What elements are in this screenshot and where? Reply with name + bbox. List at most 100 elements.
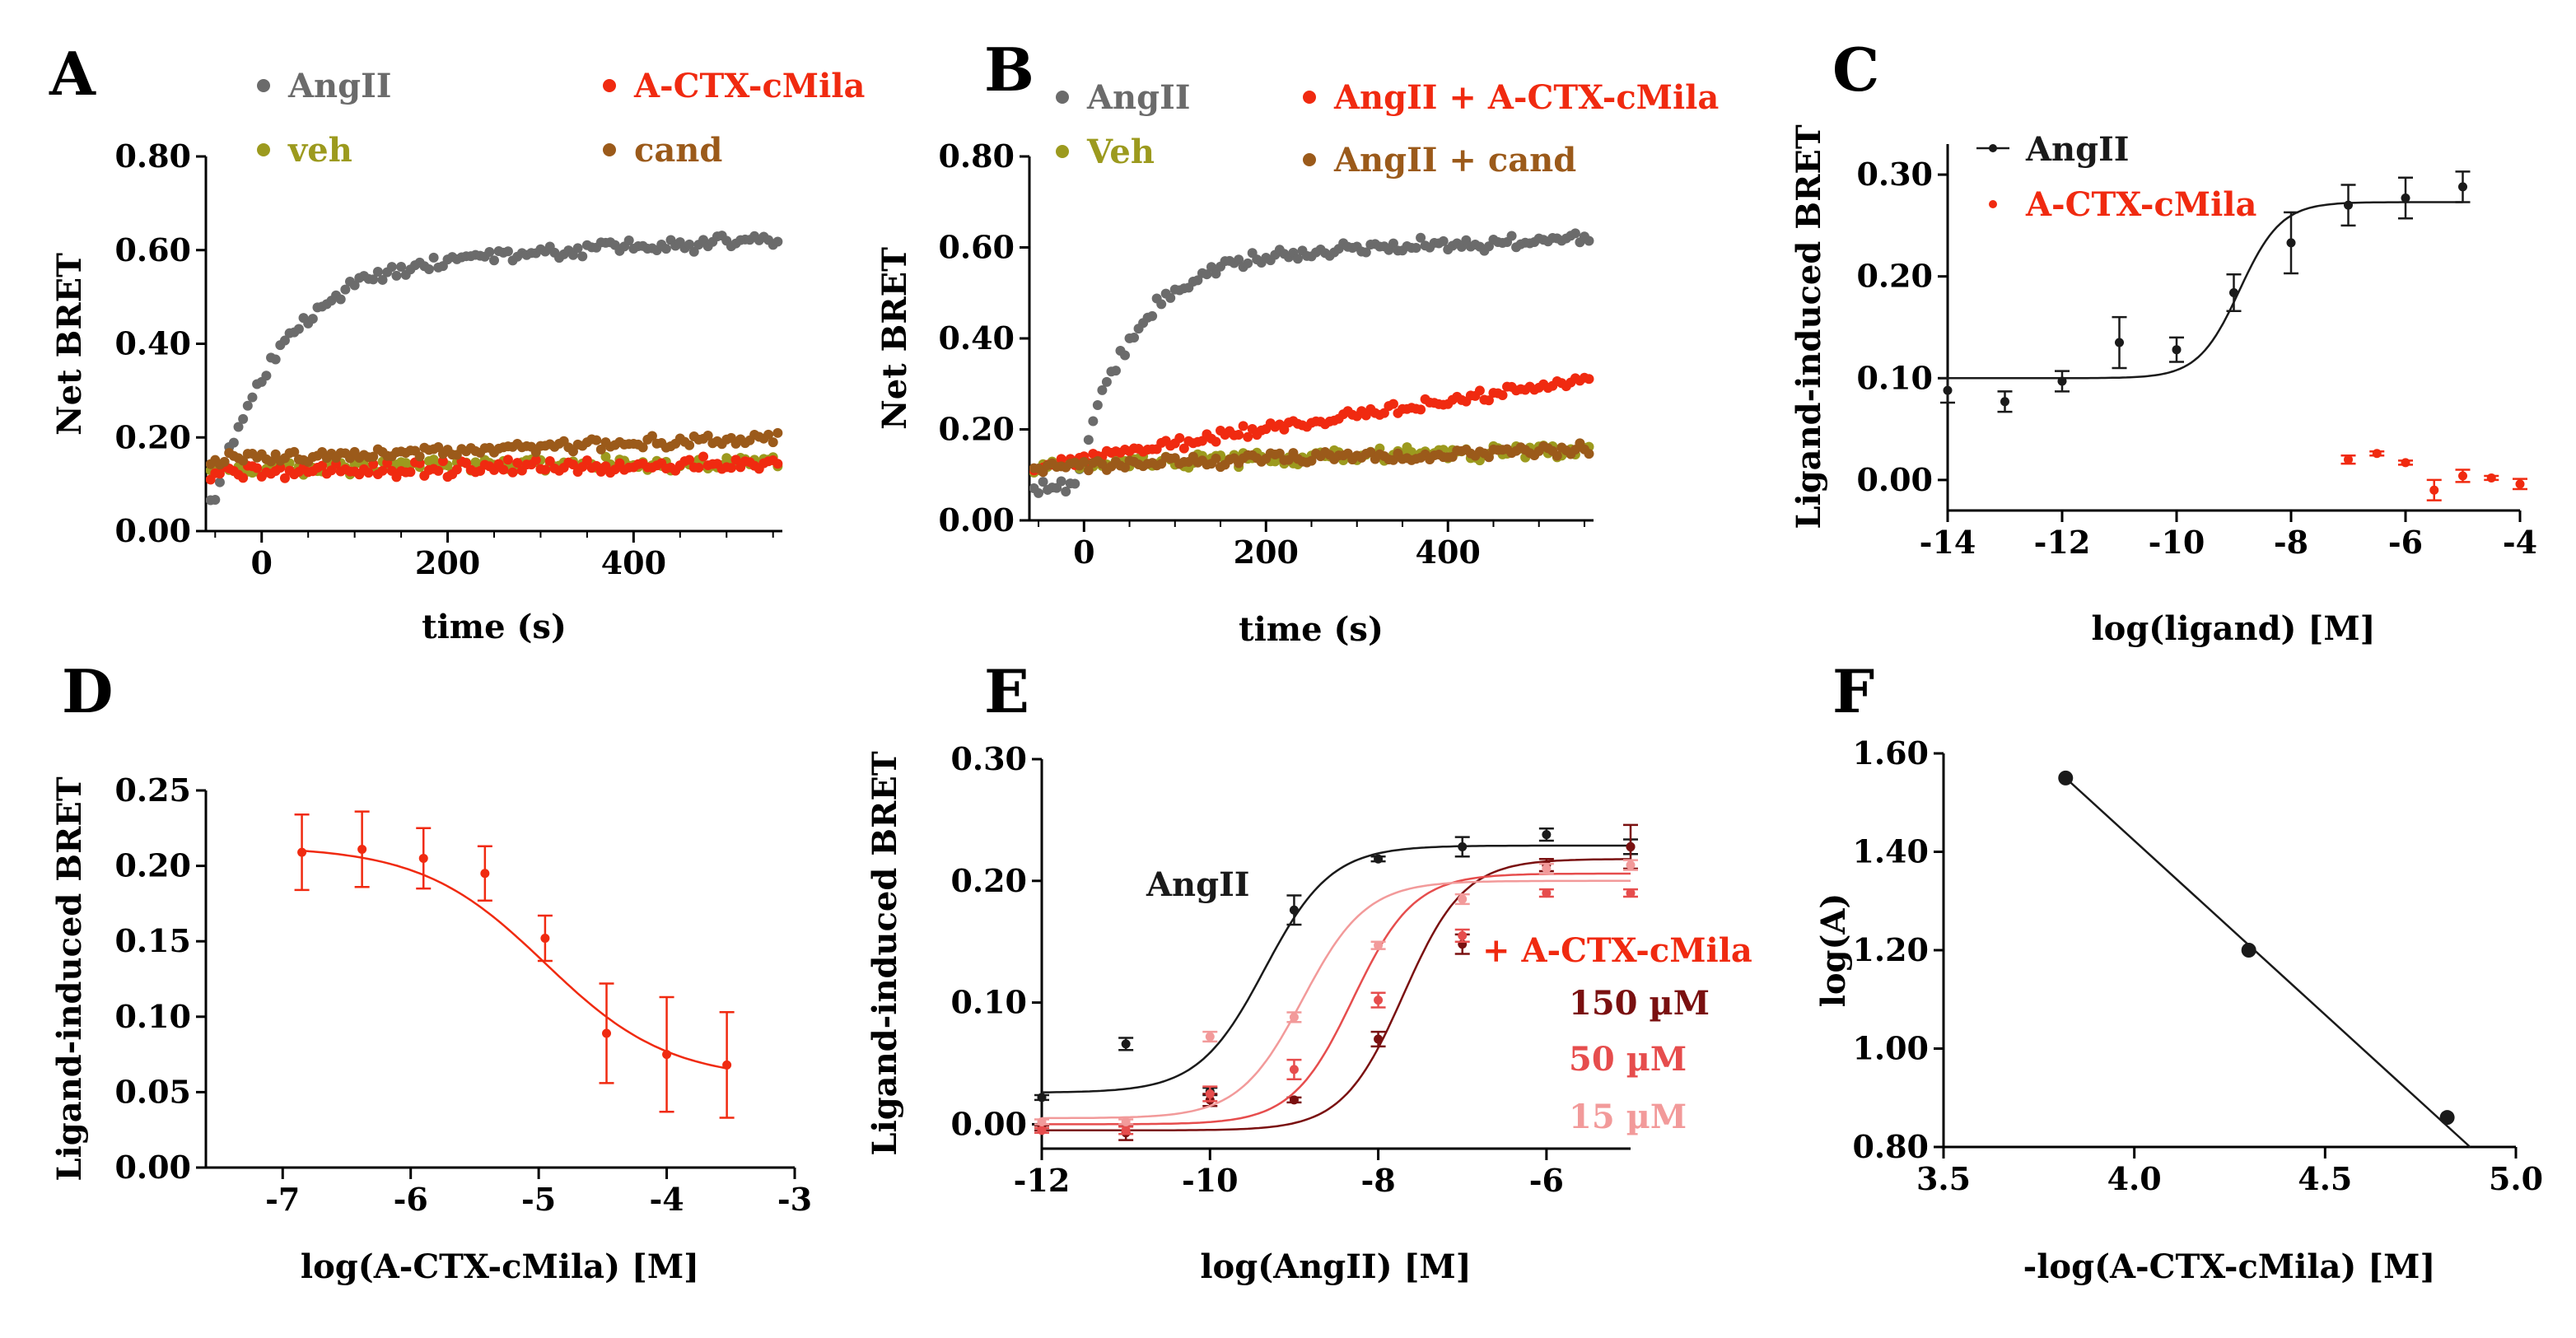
data-point: [2515, 479, 2525, 489]
regression-line: [2065, 776, 2471, 1148]
data-point: [1542, 830, 1552, 840]
data-point: [1121, 1126, 1131, 1135]
legend-entry: AngII: [287, 67, 392, 105]
fit-curve: [1042, 858, 1631, 1132]
data-point: [730, 455, 741, 465]
x-tick-label: 0: [1073, 534, 1094, 571]
y-tick-label: 0.60: [114, 231, 191, 268]
y-tick-label: 0.10: [950, 984, 1027, 1021]
data-point: [1506, 231, 1517, 241]
data-point: [1626, 841, 1636, 851]
y-tick-label: 0.00: [114, 512, 191, 549]
data-point: [684, 455, 695, 465]
series-50-m: [1034, 872, 1638, 1135]
x-tick-label: -5: [521, 1181, 556, 1218]
data-point: [418, 853, 428, 863]
x-tick-label: -12: [1014, 1162, 1071, 1199]
data-point: [238, 413, 249, 424]
data-point: [289, 446, 300, 457]
data-point: [1120, 350, 1131, 361]
data-point: [693, 463, 704, 473]
x-tick-label: -7: [265, 1181, 300, 1218]
data-point: [480, 869, 490, 879]
x-tick-label: 200: [1234, 534, 1299, 571]
x-axis-label: -log(A-CTX-cMila) [M]: [2023, 1247, 2436, 1286]
data-point: [1626, 888, 1636, 898]
data-point: [2286, 238, 2296, 248]
data-point: [2058, 770, 2074, 786]
y-axis-label: Ligand-induced BRET: [50, 776, 89, 1181]
x-tick-label: 5.0: [2489, 1160, 2543, 1197]
x-tick-label: -4: [2503, 524, 2537, 561]
data-point: [540, 934, 550, 944]
data-point: [1292, 254, 1303, 264]
x-tick-label: -10: [2149, 524, 2205, 561]
y-axis-label: Net BRET: [50, 253, 89, 436]
legend-marker: [257, 79, 270, 92]
data-point: [437, 456, 448, 467]
data-point: [572, 243, 583, 254]
panel-B: 0.00 0.20 0.40 0.60 0.80 0 200 400 time (s) Net B…: [875, 35, 1719, 649]
data-point: [391, 270, 402, 281]
data-point: [581, 455, 592, 466]
data-point: [2458, 182, 2467, 192]
data-point: [1037, 1093, 1047, 1103]
data-point: [1056, 454, 1066, 464]
data-point: [1121, 1039, 1131, 1049]
data-point: [423, 263, 434, 274]
data-point: [577, 251, 588, 262]
data-point: [772, 459, 783, 469]
data-point: [405, 467, 416, 478]
data-point: [1037, 1117, 1047, 1126]
data-point: [233, 422, 244, 432]
data-point: [2372, 449, 2382, 459]
data-point: [1458, 841, 1468, 851]
data-point: [602, 1028, 612, 1038]
data-point: [540, 464, 551, 475]
data-point: [372, 266, 383, 277]
data-point: [1211, 268, 1221, 279]
data-point: [1458, 930, 1468, 940]
data-point: [1497, 389, 1508, 400]
data-point: [1070, 478, 1080, 489]
data-point: [567, 459, 578, 470]
y-tick-label: 1.40: [1852, 833, 1929, 870]
data-point: [637, 442, 648, 453]
x-axis-label: time (s): [1239, 610, 1384, 649]
y-axis-label: Ligand-induced BRET: [1790, 124, 1828, 529]
legend-entry: AngII: [2025, 130, 2130, 169]
data-point: [317, 460, 328, 471]
y-tick-label: 0.40: [938, 319, 1015, 357]
data-point: [1156, 299, 1167, 310]
panel-C: 0.00 0.10 0.20 0.30 -14 -12 -10 -8 -6 -4 log(ligan…: [1790, 35, 2537, 648]
data-point: [1289, 1065, 1299, 1075]
data-point: [1626, 860, 1636, 870]
data-point: [1110, 366, 1121, 376]
data-point: [414, 451, 425, 462]
data-point: [386, 262, 397, 273]
data-point: [340, 284, 351, 295]
data-point: [1943, 385, 1953, 395]
annotation-plus: + A-CTX-cMila: [1482, 931, 1752, 970]
panel-label: F: [1832, 656, 1874, 726]
x-tick-label: 400: [1416, 534, 1481, 571]
data-point: [368, 451, 379, 462]
data-point: [2172, 345, 2182, 355]
data-point: [1374, 854, 1384, 864]
data-point: [247, 392, 258, 403]
legend-entry: A-CTX-cMila: [2025, 185, 2256, 224]
data-point: [2401, 458, 2410, 468]
y-tick-label: 0.00: [1856, 461, 1933, 498]
data-point: [1474, 385, 1485, 396]
legend-entry: 150 µM: [1569, 984, 1710, 1023]
data-point: [293, 324, 304, 334]
data-point: [1037, 1126, 1047, 1135]
data-point: [1120, 462, 1131, 473]
x-tick-label: -3: [777, 1181, 812, 1218]
data-point: [252, 463, 263, 473]
y-tick-label: 0.60: [938, 229, 1015, 266]
data-point: [270, 354, 281, 365]
data-point: [489, 255, 499, 266]
data-point: [2229, 287, 2238, 297]
data-point: [1202, 269, 1212, 280]
